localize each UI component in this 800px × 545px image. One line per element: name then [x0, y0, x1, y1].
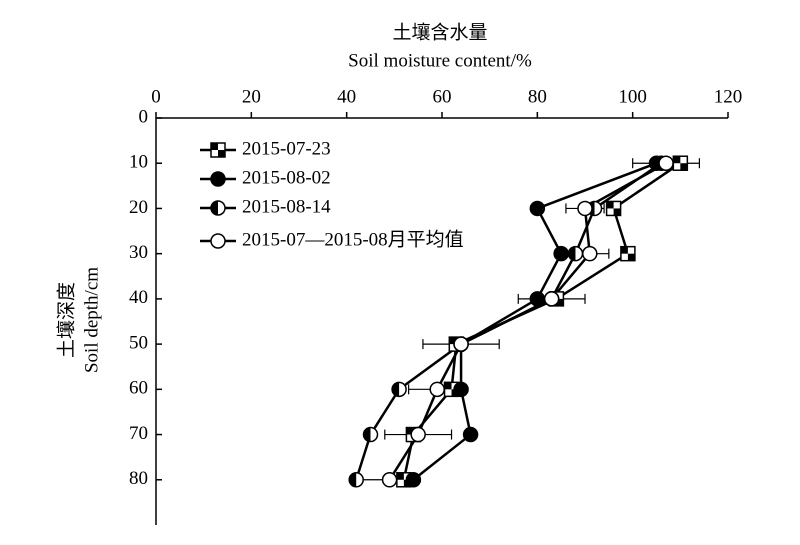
- marker: [453, 381, 469, 398]
- legend-label: 2015-08-02: [242, 167, 331, 188]
- y-tick-label: 40: [129, 287, 148, 308]
- marker-quarter: [673, 156, 681, 164]
- marker-half: [211, 201, 218, 215]
- marker: [577, 200, 593, 217]
- y-tick-label: 20: [129, 197, 148, 218]
- marker: [362, 426, 379, 443]
- x-axis-title: Soil moisture content/%: [348, 50, 532, 71]
- x-tick-label: 40: [337, 86, 356, 107]
- marker: [453, 336, 469, 352]
- marker-quarter: [680, 163, 688, 171]
- marker-quarter: [211, 143, 218, 150]
- marker-circle: [210, 233, 226, 249]
- marker-circle: [405, 472, 422, 488]
- y-axis-title: 土壤深度: [55, 282, 77, 358]
- marker-half: [363, 427, 371, 442]
- marker-circle: [410, 426, 426, 443]
- x-tick-label: 0: [151, 86, 161, 107]
- marker-quarter: [606, 201, 614, 209]
- marker: [348, 472, 364, 488]
- marker-circle: [543, 291, 560, 307]
- marker-circle: [529, 291, 546, 307]
- x-tick-label: 100: [618, 86, 647, 107]
- marker-quarter: [444, 382, 452, 390]
- y-tick-label: 50: [129, 332, 148, 353]
- y-axis-title-en: Soil depth/cm: [81, 267, 102, 373]
- marker-half: [568, 246, 576, 261]
- marker: [210, 233, 226, 249]
- marker-half: [349, 472, 357, 487]
- marker-quarter: [396, 472, 404, 480]
- marker-circle: [582, 245, 598, 262]
- marker-circle: [553, 245, 569, 262]
- marker-circle: [658, 155, 674, 171]
- legend-label: 2015-07—2015-08月平均值: [242, 228, 464, 250]
- marker-quarter: [620, 246, 628, 254]
- marker-quarter: [613, 208, 621, 216]
- legend-label: 2015-08-14: [242, 196, 331, 217]
- marker-circle: [453, 381, 469, 398]
- marker: [529, 200, 546, 217]
- series-line: [388, 162, 667, 481]
- marker: [672, 155, 689, 171]
- marker: [210, 200, 226, 216]
- x-tick-label: 20: [242, 86, 261, 107]
- marker: [529, 291, 546, 307]
- x-tick-label: 120: [714, 86, 743, 107]
- x-tick-label: 80: [528, 86, 547, 107]
- marker-half: [392, 382, 400, 397]
- marker-circle: [577, 200, 593, 217]
- marker-circle: [429, 381, 445, 398]
- marker: [210, 171, 226, 187]
- y-tick-label: 60: [129, 378, 148, 399]
- marker-quarter: [627, 253, 635, 261]
- marker-quarter: [449, 337, 457, 345]
- marker-circle: [529, 200, 546, 217]
- marker-quarter: [556, 298, 564, 306]
- marker: [658, 155, 674, 171]
- marker-quarter: [218, 150, 225, 157]
- y-tick-label: 80: [129, 468, 148, 489]
- marker: [391, 381, 407, 398]
- marker-circle: [462, 426, 479, 443]
- chart-title: 土壤含水量: [392, 21, 487, 43]
- x-tick-label: 60: [433, 86, 452, 107]
- y-tick-label: 10: [129, 152, 148, 173]
- marker: [582, 245, 598, 262]
- marker: [462, 426, 479, 443]
- y-tick-label: 0: [139, 106, 149, 127]
- marker: [405, 472, 422, 488]
- marker: [410, 426, 426, 443]
- marker: [620, 245, 636, 262]
- marker-circle: [210, 171, 226, 187]
- marker: [543, 291, 560, 307]
- legend-label: 2015-07-23: [242, 138, 331, 159]
- marker-circle: [453, 336, 469, 352]
- marker: [381, 472, 398, 488]
- marker: [605, 200, 622, 217]
- marker-circle: [381, 472, 398, 488]
- y-tick-label: 70: [129, 423, 148, 444]
- marker: [567, 245, 584, 262]
- marker-quarter: [406, 427, 414, 435]
- marker: [553, 245, 569, 262]
- marker: [429, 381, 445, 398]
- marker: [210, 142, 226, 158]
- y-tick-label: 30: [129, 242, 148, 263]
